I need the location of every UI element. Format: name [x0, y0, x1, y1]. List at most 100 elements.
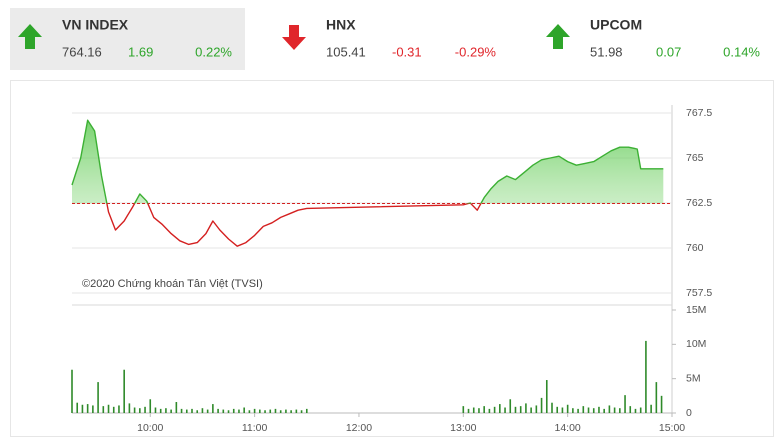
- volume-bar: [154, 407, 157, 413]
- index-value: 764.16: [62, 44, 102, 59]
- volume-bar: [561, 407, 564, 413]
- volume-bar: [592, 408, 595, 413]
- volume-bar: [269, 409, 272, 413]
- volume-bar: [619, 408, 621, 413]
- chart-panel: [10, 80, 774, 437]
- index-percent: -0.29%: [455, 44, 497, 59]
- volume-bar: [483, 406, 485, 413]
- volume-bar: [92, 405, 94, 413]
- volume-bar: [504, 407, 506, 413]
- volume-bar: [499, 404, 501, 413]
- volume-bar: [170, 409, 172, 413]
- volume-bar: [86, 404, 89, 413]
- volume-bar: [279, 410, 282, 413]
- volume-bar: [206, 409, 209, 413]
- x-tick-label: 12:00: [346, 422, 372, 434]
- price-line: [71, 119, 664, 247]
- index-value: 105.41: [326, 44, 366, 59]
- direction-arrow: [18, 24, 42, 49]
- volume-bar: [149, 399, 152, 413]
- y-tick-label: 15M: [686, 304, 706, 316]
- x-tick-label: 14:00: [555, 422, 581, 434]
- volume-bar: [165, 408, 167, 413]
- volume-bar: [639, 407, 642, 413]
- volume-bar: [118, 405, 120, 413]
- volume-bar: [551, 402, 553, 413]
- volume-bar: [144, 406, 146, 413]
- y-tick-label: 765: [686, 152, 704, 164]
- volume-bar: [185, 409, 188, 413]
- index-change: 0.07: [656, 44, 681, 59]
- y-tick-label: 5M: [686, 372, 701, 384]
- volume-bar: [217, 408, 219, 413]
- volume-bar: [76, 402, 79, 413]
- volume-bar: [248, 410, 251, 413]
- volume-bar: [577, 408, 579, 413]
- direction-arrow: [546, 24, 570, 49]
- volume-bar: [587, 407, 590, 413]
- volume-bar: [285, 409, 287, 413]
- y-tick-label: 767.5: [686, 107, 712, 119]
- annotation: ©2020 Chứng khoán Tân Việt (TVSI): [82, 278, 263, 290]
- volume-bar: [514, 406, 517, 413]
- volume-bar: [97, 382, 99, 413]
- volume-bar: [305, 408, 308, 413]
- volume-bar: [222, 409, 225, 413]
- volume-bar: [634, 408, 637, 413]
- volume-bar: [535, 405, 538, 413]
- y-tick-label: 760: [686, 242, 704, 254]
- index-change: 1.69: [128, 44, 153, 59]
- volume-bar: [540, 397, 543, 413]
- volume-bar: [624, 395, 626, 413]
- volume-bar: [478, 408, 480, 413]
- index-name: HNX: [326, 17, 356, 33]
- volume-bar: [525, 403, 527, 413]
- volume-bar: [603, 408, 605, 413]
- volume-bar: [493, 406, 496, 413]
- y-tick-label: 10M: [686, 338, 706, 350]
- volume-bar: [629, 406, 632, 413]
- volume-bar: [462, 406, 465, 413]
- y-tick-label: 0: [686, 407, 692, 419]
- header-highlight: [10, 8, 245, 70]
- volume-bar: [655, 382, 658, 413]
- volume-bar: [112, 406, 115, 413]
- index-name: VN INDEX: [62, 17, 129, 33]
- index-name: UPCOM: [590, 17, 642, 33]
- volume-bar: [180, 408, 183, 413]
- volume-bar: [123, 369, 125, 413]
- volume-bar: [467, 408, 470, 413]
- volume-bar: [530, 407, 532, 413]
- volume-bar: [238, 409, 240, 413]
- volume-bar: [295, 409, 298, 413]
- volume-bar: [253, 408, 256, 413]
- volume-bar: [556, 406, 559, 413]
- x-tick-label: 11:00: [242, 422, 268, 434]
- volume-bar: [488, 408, 491, 413]
- volume-bar: [582, 406, 585, 413]
- volume-bar: [175, 402, 178, 413]
- x-tick-label: 13:00: [450, 422, 476, 434]
- volume-bar: [212, 404, 214, 413]
- volume-bar: [128, 403, 131, 413]
- volume-bar: [613, 407, 616, 413]
- volume-bar: [232, 408, 235, 413]
- volume-bar: [545, 380, 548, 413]
- volume-bar: [139, 408, 141, 413]
- volume-bar: [566, 404, 569, 413]
- volume-bar: [191, 408, 193, 413]
- volume-bar: [71, 369, 73, 413]
- volume-bar: [660, 395, 663, 413]
- index-value: 51.98: [590, 44, 623, 59]
- volume-bar: [300, 410, 303, 413]
- volume-bar: [509, 399, 512, 413]
- volume-bar: [290, 410, 292, 413]
- x-tick-label: 10:00: [137, 422, 163, 434]
- index-change: -0.31: [392, 44, 422, 59]
- area: [72, 120, 664, 204]
- index-percent: 0.22%: [195, 44, 232, 59]
- volume-bar: [274, 408, 277, 413]
- volume-bar: [201, 408, 204, 413]
- volume-bar: [572, 408, 574, 413]
